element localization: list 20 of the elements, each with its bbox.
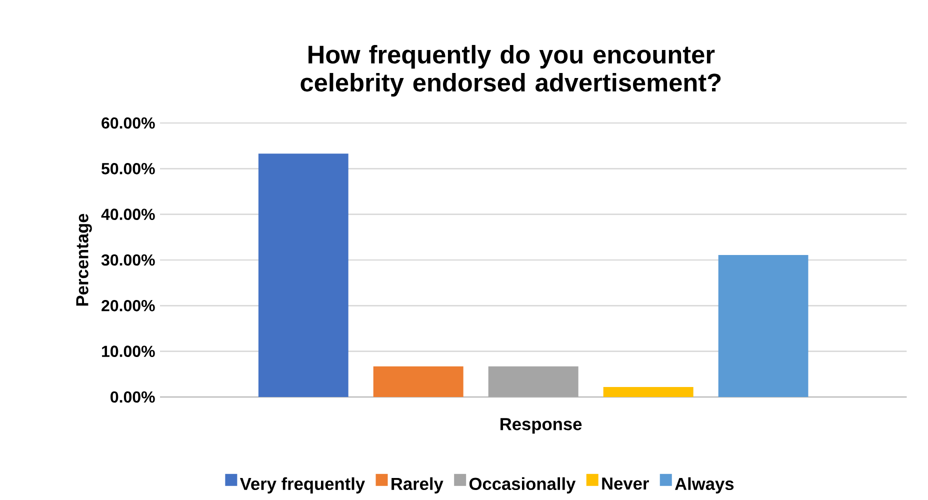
- y-tick-label: 10.00%: [102, 346, 155, 357]
- y-tick-label: 40.00%: [101, 208, 155, 220]
- chart-title: How frequently do you encounter celebrity endorsed advertisement?: [300, 44, 721, 97]
- y-tick-label: 50.00%: [102, 163, 155, 174]
- legend-label: Never: [602, 478, 649, 490]
- y-tick-label: 60.00%: [102, 117, 155, 129]
- bar: [488, 366, 578, 397]
- bar: [373, 366, 464, 397]
- legend-label: Always: [674, 477, 734, 494]
- x-axis-title: Response: [500, 418, 582, 434]
- bar: [603, 386, 694, 397]
- y-tick-label: 30.00%: [101, 254, 155, 266]
- legend-label: Very frequently: [240, 477, 365, 494]
- y-tick-label: 20.00%: [102, 300, 155, 312]
- bar: [718, 254, 808, 397]
- legend-label: Rarely: [392, 477, 444, 494]
- y-tick-label: 0.00%: [110, 391, 155, 403]
- y-axis-title: Percentage: [76, 214, 92, 306]
- bar: [258, 154, 348, 397]
- legend-label: Occasionally: [469, 477, 576, 494]
